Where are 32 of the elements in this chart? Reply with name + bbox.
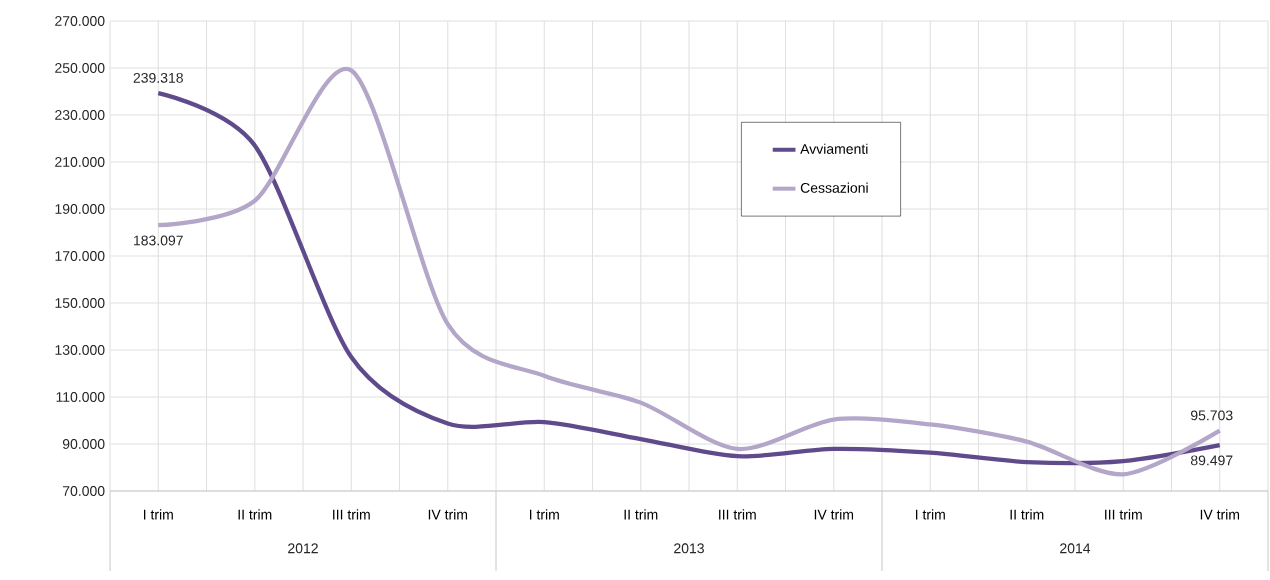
- x-tick-label: III trim: [1105, 509, 1142, 520]
- x-tick-label: IV trim: [428, 509, 468, 520]
- y-tick-label: 110.000: [56, 392, 105, 402]
- y-tick-label: 130.000: [55, 345, 105, 355]
- x-tick-label: II trim: [238, 509, 272, 520]
- legend-label: Avviamenti: [800, 143, 868, 154]
- data-label: 89.497: [1190, 455, 1233, 466]
- x-tick-label: I trim: [530, 509, 559, 520]
- data-label: 239.318: [133, 72, 183, 83]
- text: 2012: [288, 543, 318, 554]
- x-tick-label: I trim: [916, 509, 945, 520]
- y-tick-label: 170.000: [55, 251, 105, 261]
- y-tick-label: 210.000: [55, 157, 105, 167]
- data-label: 95.703: [1190, 410, 1233, 421]
- x-tick-label: III trim: [333, 509, 370, 520]
- x-tick-label: IV trim: [1200, 509, 1240, 520]
- x-tick-label: II trim: [1010, 509, 1044, 520]
- y-tick-label: 230.000: [55, 110, 105, 120]
- y-tick-label: 190.000: [55, 204, 105, 214]
- y-tick-label: 150.000: [55, 298, 105, 308]
- legend-label: Cessazioni: [800, 182, 868, 193]
- y-tick-label: 250.000: [55, 63, 105, 73]
- text: 2014: [1060, 543, 1091, 554]
- x-tick-label: III trim: [719, 509, 756, 520]
- x-tick-label: I trim: [144, 509, 173, 520]
- y-tick-label: 90.000: [62, 439, 105, 449]
- y-tick-label: 70.000: [62, 486, 105, 496]
- x-tick-label: II trim: [624, 509, 658, 520]
- x-tick-label: IV trim: [814, 509, 854, 520]
- text: 2013: [674, 543, 704, 554]
- y-tick-label: 270.000: [55, 16, 105, 26]
- data-label: 183.097: [134, 235, 183, 246]
